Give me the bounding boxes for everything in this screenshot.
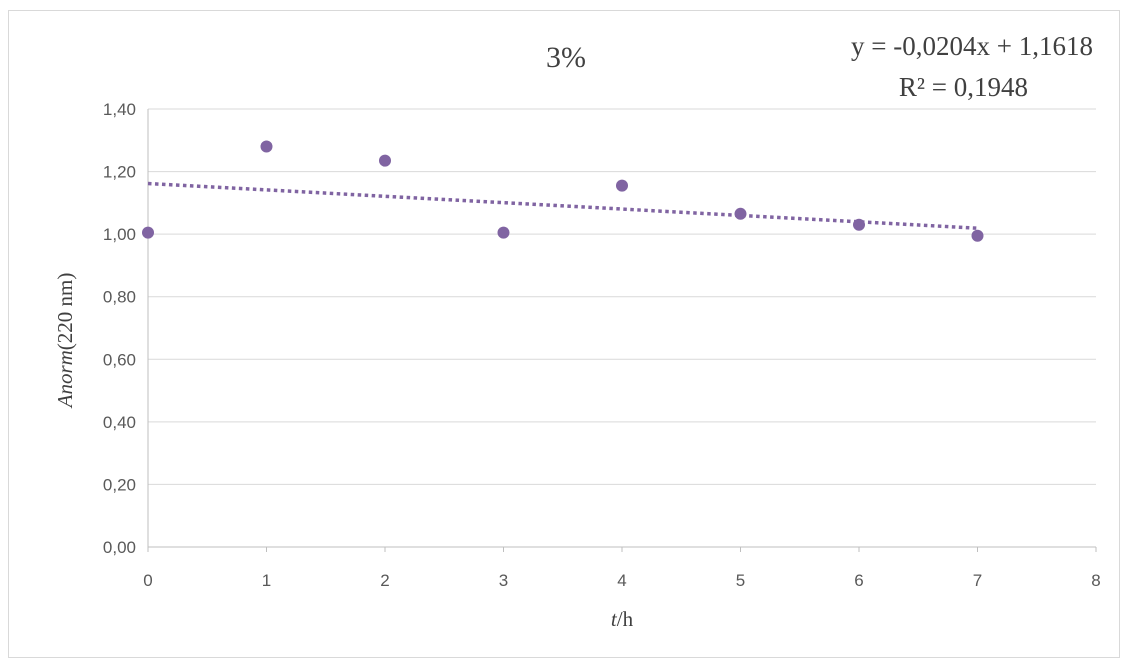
axes <box>147 109 1097 552</box>
y-tick-label: 0,80 <box>103 288 136 307</box>
trendline-r-squared: R² = 0,1948 <box>899 72 1028 102</box>
trendline <box>147 181 978 230</box>
data-point <box>497 226 510 239</box>
gridlines <box>148 108 1096 485</box>
x-tick-label: 4 <box>617 571 626 590</box>
x-tick-label: 3 <box>499 571 508 590</box>
x-tick-label: 6 <box>854 571 863 590</box>
x-tick-label: 1 <box>262 571 271 590</box>
x-axis-title: t/h <box>611 607 634 631</box>
x-tick-label: 2 <box>380 571 389 590</box>
chart-title: 3% <box>546 41 586 74</box>
data-point <box>379 154 391 167</box>
x-tick-label: 7 <box>973 571 982 590</box>
x-tick-label: 5 <box>736 571 745 590</box>
data-points <box>142 140 984 242</box>
data-point <box>853 218 865 231</box>
y-tick-label: 1,20 <box>103 163 136 182</box>
data-point <box>142 226 154 239</box>
y-tick-label: 1,00 <box>103 225 136 244</box>
x-axis-title-rest: /h <box>617 607 634 631</box>
x-tick-label: 8 <box>1091 571 1100 590</box>
y-tick-label: 0,60 <box>103 350 136 369</box>
data-point <box>260 140 273 153</box>
x-tick-label: 0 <box>143 571 152 590</box>
y-tick-label: 1,40 <box>103 100 136 119</box>
x-axis-title-italic: t <box>611 607 618 631</box>
data-point <box>971 229 984 242</box>
y-tick-label: 0,20 <box>103 475 136 494</box>
y-tick-label: 0,00 <box>103 538 136 557</box>
y-axis-title-italic: Anorm <box>53 350 77 409</box>
chart-frame <box>8 10 1120 658</box>
trendline-equation: y = -0,0204x + 1,1618 <box>851 31 1093 61</box>
y-axis-title-rest: (220 nm) <box>53 273 77 351</box>
y-axis-title: Anorm(220 nm) <box>53 273 77 410</box>
tick-labels: 0,00 0,20 0,40 0,60 0,80 1,00 1,20 1,40 0 1 2 3 4 5 6 7… <box>103 100 1101 590</box>
y-tick-label: 0,40 <box>103 413 136 432</box>
trendline-line <box>147 181 978 230</box>
data-point <box>734 207 747 220</box>
data-point <box>616 179 628 192</box>
